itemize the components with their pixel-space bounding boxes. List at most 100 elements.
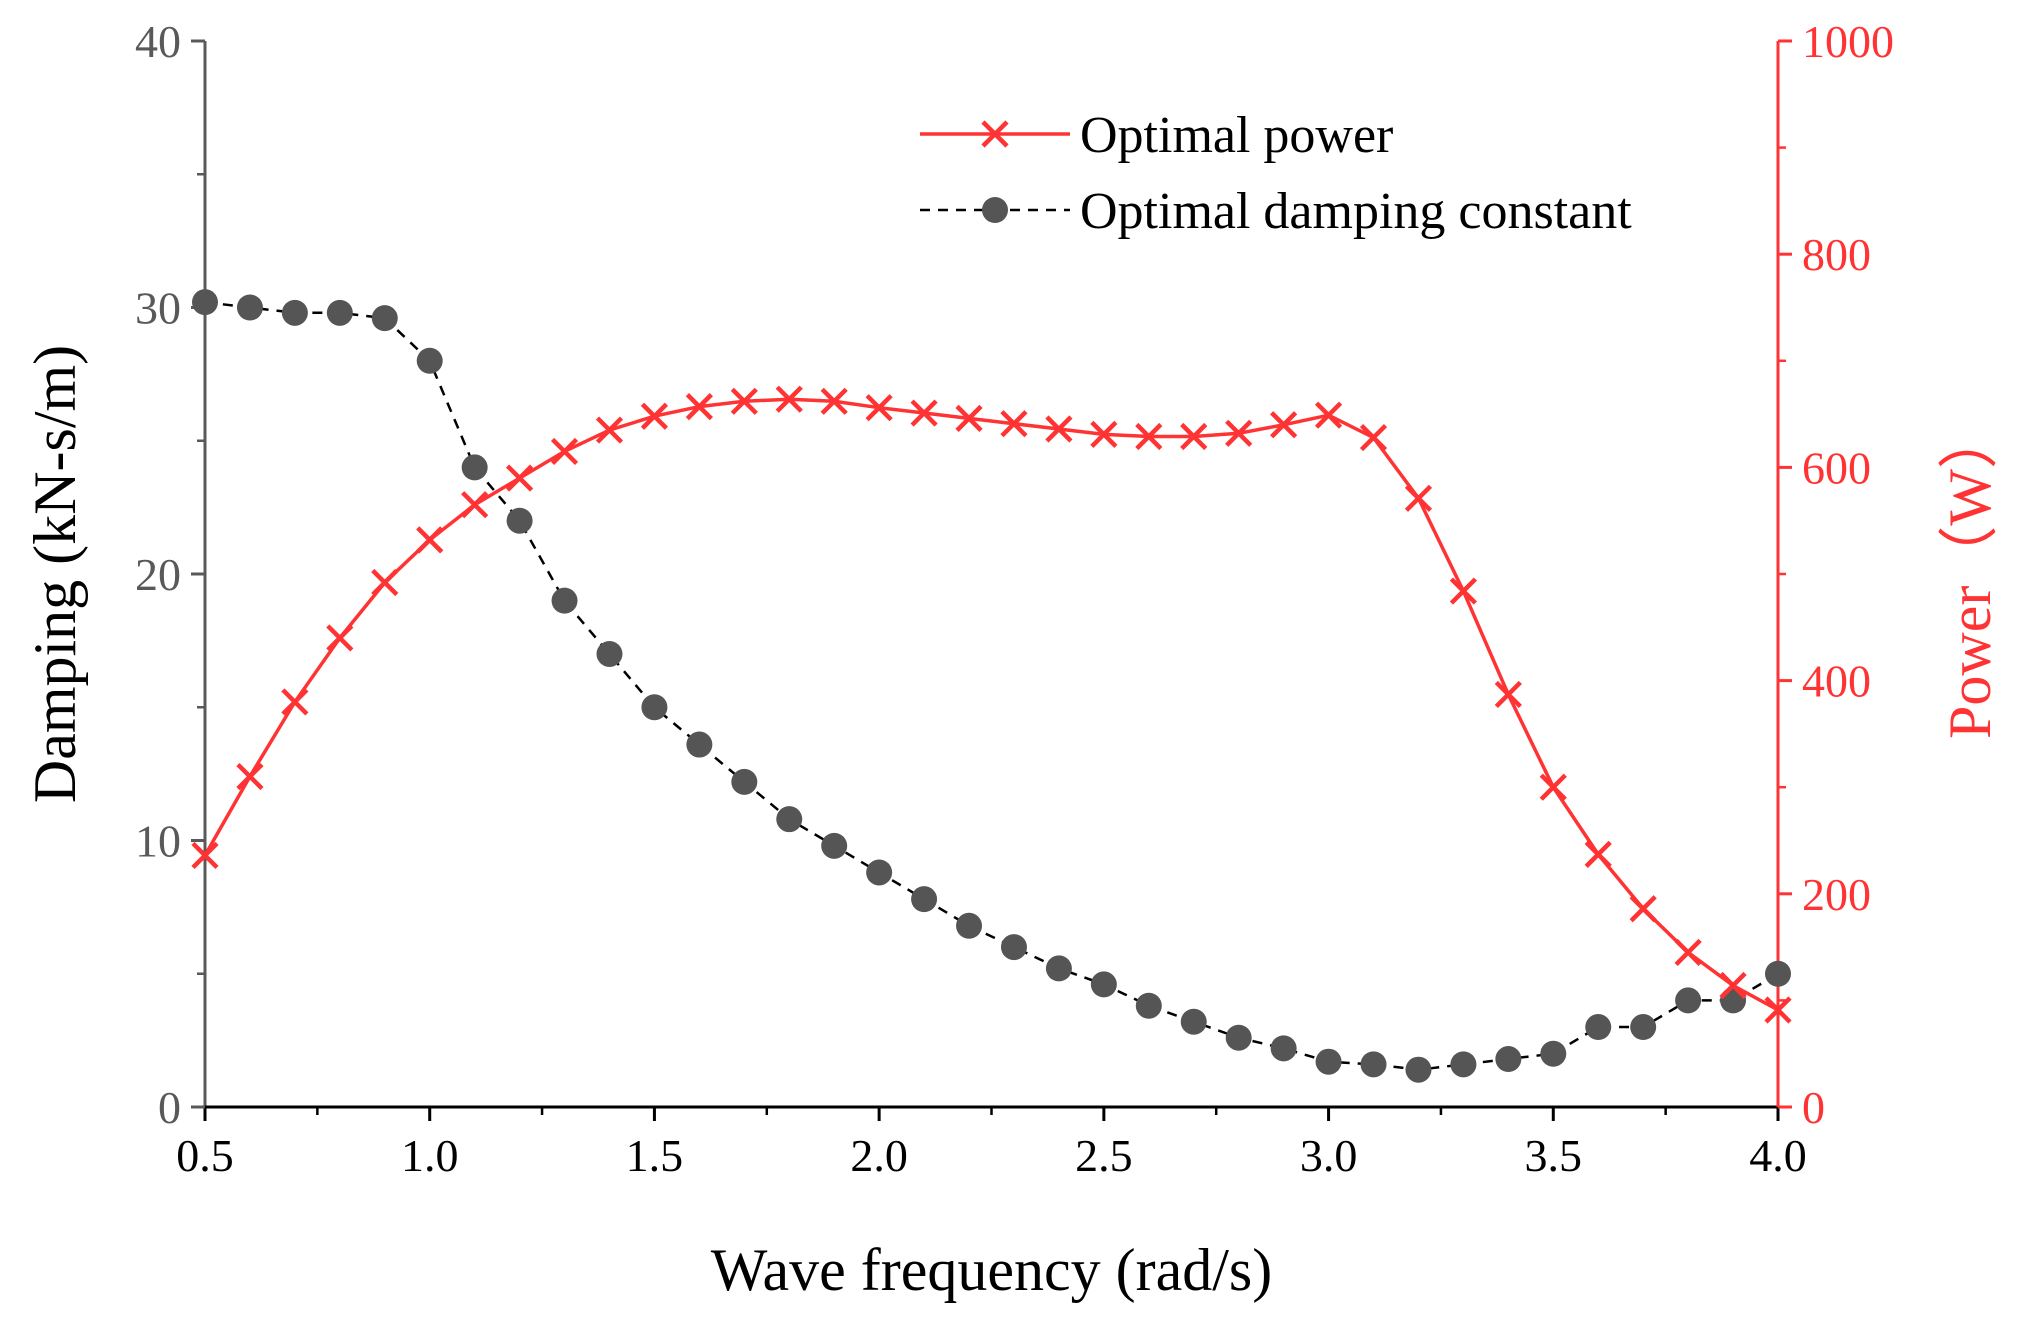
damping-point [416, 347, 443, 374]
power-point [820, 387, 848, 415]
power-point [1359, 423, 1388, 452]
damping-point [551, 587, 578, 614]
power-point [1314, 401, 1343, 429]
left-y-ticks: 0 10 20 30 40 [135, 16, 205, 1133]
left-y-tick-label: 0 [158, 1082, 181, 1133]
power-point [1584, 840, 1612, 868]
power-point [775, 385, 803, 413]
damping-point [776, 806, 803, 833]
power-point [910, 399, 938, 427]
damping-point [1495, 1046, 1522, 1073]
left-y-tick-label: 20 [135, 549, 181, 600]
damping-point [281, 299, 308, 326]
right-y-tick-label: 800 [1802, 229, 1871, 280]
power-point [416, 526, 444, 554]
power-point [1449, 577, 1477, 605]
power-point [1045, 415, 1073, 443]
left-y-tick-label: 40 [135, 16, 181, 67]
x-tick-label: 2.5 [1075, 1130, 1133, 1181]
x-axis-title: Wave frequency (rad/s) [711, 1237, 1273, 1303]
damping-point [1405, 1056, 1432, 1083]
x-tick-label: 3.0 [1300, 1130, 1358, 1181]
power-point [1494, 680, 1522, 709]
damping-point [1135, 992, 1162, 1019]
legend: Optimal power Optimal damping constant [920, 107, 1632, 240]
power-point [1764, 996, 1792, 1024]
damping-point [236, 294, 263, 321]
power-point [1270, 411, 1298, 439]
x-tick-label: 2.0 [850, 1130, 908, 1181]
damping-point [1315, 1048, 1342, 1075]
damping-point [956, 912, 983, 939]
left-y-tick-label: 30 [135, 283, 181, 334]
power-point [1539, 773, 1567, 801]
legend-item-optimal-damping [920, 197, 1070, 223]
power-point [236, 762, 264, 791]
power-point [506, 464, 534, 492]
power-line [203, 397, 1779, 1012]
damping-line [204, 300, 1779, 1071]
damping-point [506, 507, 533, 534]
x-tick-label: 0.5 [176, 1130, 234, 1181]
power-point [1000, 410, 1028, 438]
damping-point [866, 859, 893, 886]
legend-label-optimal-power: Optimal power [1080, 107, 1393, 164]
power-point [1180, 422, 1208, 451]
left-y-axis-title: Damping (kN-s/m) [22, 345, 88, 803]
damping-point [1585, 1014, 1612, 1041]
damping-point [1180, 1008, 1207, 1035]
damping-point [686, 731, 713, 758]
right-y-ticks: 0 200 400 600 800 1000 [1778, 16, 1894, 1133]
damping-point [731, 768, 758, 795]
damping-point [1675, 987, 1702, 1014]
damping-point [821, 832, 848, 859]
power-point [640, 402, 669, 430]
power-point [326, 624, 354, 652]
left-y-tick-label: 10 [135, 816, 181, 867]
legend-marker-optimal-power [981, 120, 1009, 148]
right-y-axis-title: Power（W） [1937, 409, 2003, 739]
damping-point [1540, 1040, 1567, 1067]
right-y-tick-label: 0 [1802, 1082, 1825, 1133]
damping-point [371, 305, 398, 332]
power-point [550, 437, 579, 466]
damping-point [1360, 1051, 1387, 1078]
power-point [461, 491, 489, 519]
damping-point [461, 454, 488, 481]
damping-point [1225, 1024, 1252, 1051]
power-point [1719, 971, 1747, 1000]
x-tick-label: 1.5 [626, 1130, 684, 1181]
power-point [1629, 895, 1657, 923]
series-optimal-power [191, 385, 1792, 1024]
power-point [1404, 484, 1433, 512]
x-tick-label: 1.0 [401, 1130, 459, 1181]
legend-item-optimal-power [920, 120, 1070, 148]
right-y-tick-label: 200 [1802, 869, 1871, 920]
x-ticks: 0.5 1.0 1.5 2.0 2.5 3.0 3.5 4.0 [176, 1107, 1807, 1181]
power-point [730, 387, 758, 415]
damping-point [1270, 1035, 1297, 1062]
power-point [1225, 419, 1253, 447]
right-y-tick-label: 1000 [1802, 16, 1894, 67]
power-point [865, 394, 893, 422]
axes: 0.5 1.0 1.5 2.0 2.5 3.0 3.5 4.0 0 10 20 30 40 0 200 4… [135, 16, 1894, 1181]
damping-point [596, 640, 623, 667]
x-tick-label: 3.5 [1525, 1130, 1583, 1181]
power-point [685, 393, 713, 421]
power-point [595, 416, 624, 444]
damping-point [1450, 1051, 1477, 1078]
damping-point [911, 886, 938, 913]
power-point [1135, 422, 1163, 451]
legend-marker-optimal-damping [982, 197, 1008, 223]
power-point [371, 568, 399, 597]
power-point [281, 688, 309, 716]
damping-point [641, 694, 668, 721]
damping-point [1000, 934, 1027, 961]
damping-point [326, 299, 353, 326]
x-tick-label: 4.0 [1749, 1130, 1807, 1181]
damping-point [1045, 955, 1072, 982]
damping-point [1765, 960, 1791, 987]
right-y-tick-label: 600 [1802, 442, 1871, 493]
power-point [1674, 938, 1702, 967]
